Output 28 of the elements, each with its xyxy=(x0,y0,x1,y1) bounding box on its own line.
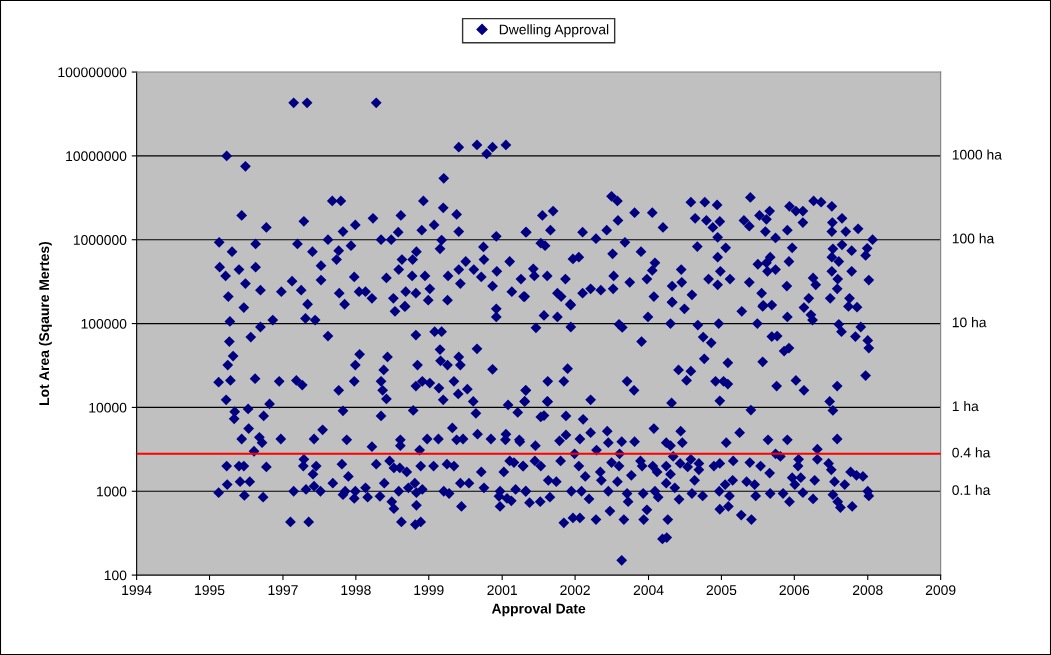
x-tick-label: 2008 xyxy=(853,585,883,596)
x-tick-label: 1997 xyxy=(268,585,298,596)
y-tick-label: 100000000 xyxy=(58,67,127,78)
ref-line-label: 0.4 ha xyxy=(952,447,991,458)
ref-line-label: 10 ha xyxy=(952,317,987,328)
y-tick-label: 10000000 xyxy=(66,151,127,162)
x-tick-label: 2001 xyxy=(487,585,517,596)
ref-line-label: 0.1 ha xyxy=(952,484,991,495)
ref-line-label: 1000 ha xyxy=(952,149,1002,160)
x-tick-label: 1994 xyxy=(122,585,152,596)
y-tick-label: 100000 xyxy=(81,318,127,329)
y-tick-label: 100 xyxy=(104,570,127,581)
y-tick-label: 1000 xyxy=(97,486,127,497)
y-tick-label: 10000 xyxy=(89,402,127,413)
y-tick-label: 1000000 xyxy=(73,235,127,245)
ref-line-label: 100 ha xyxy=(952,233,995,244)
x-tick-label: 2004 xyxy=(633,585,664,596)
x-tick-label: 2005 xyxy=(706,585,737,596)
x-tick-label: 1995 xyxy=(195,585,225,596)
x-tick-label: 1999 xyxy=(414,585,444,596)
x-axis-title: Approval Date xyxy=(491,603,586,617)
legend-label: Dwelling Approval xyxy=(499,24,609,38)
x-tick-label: 2009 xyxy=(925,585,956,596)
x-tick-label: 1998 xyxy=(341,585,371,596)
ref-line-label: 1 ha xyxy=(952,400,979,412)
x-tick-label: 2002 xyxy=(560,585,590,596)
y-axis-title: Lot Area (Sqaure Mertes) xyxy=(38,241,52,405)
x-tick-label: 2006 xyxy=(779,585,810,596)
